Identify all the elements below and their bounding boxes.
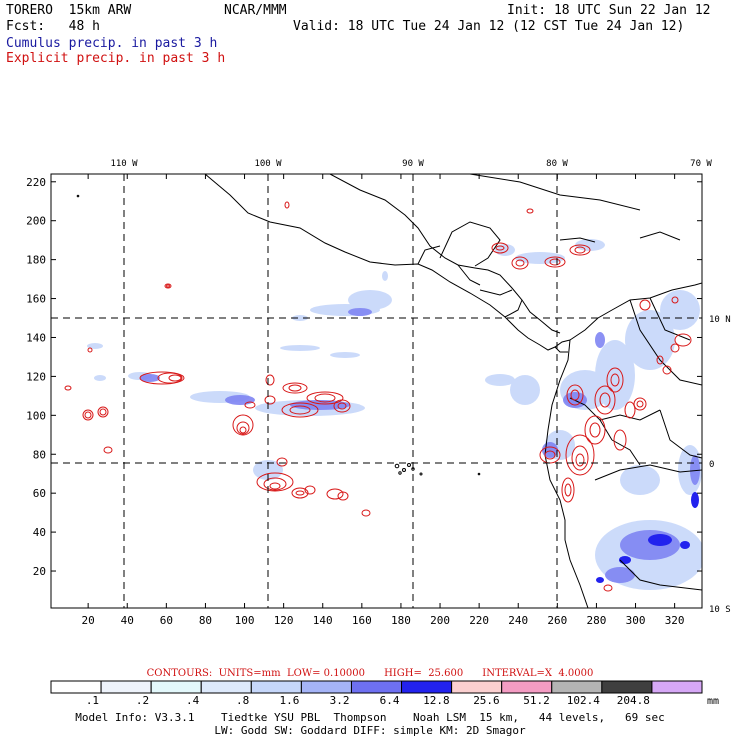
colorbar-swatch [200, 680, 252, 694]
model-info: Model Info: V3.3.1 Tiedtke YSU PBL Thomp… [75, 711, 665, 724]
physics-info: LW: Godd SW: Goddard DIFF: simple KM: 2D… [214, 724, 526, 737]
colorbar-swatch [50, 680, 102, 694]
lon-label: 70 W [690, 159, 712, 169]
colorbar-label: 25.6 [473, 694, 500, 707]
init-time: Init: 18 UTC Sun 22 Jan 12 [507, 3, 711, 18]
x-tick-label: 160 [352, 614, 372, 627]
colorbar-swatch [551, 680, 603, 694]
lon-label: 110 W [110, 159, 138, 169]
field-cumulus-label: Cumulus precip. in past 3 h [6, 36, 218, 51]
x-tick-label: 300 [626, 614, 646, 627]
x-tick-label: 20 [82, 614, 95, 627]
lat-label: 0 [709, 460, 714, 470]
colorbar-swatch [501, 680, 553, 694]
x-tick-label: 240 [508, 614, 528, 627]
x-tick-label: 180 [391, 614, 411, 627]
colorbar-label: .4 [186, 694, 200, 707]
colorbar-label: 6.4 [380, 694, 400, 707]
grid-axes: 20 40 60 80 100 120 140 160 180 200 220 240 260 280 30… [26, 174, 702, 627]
x-tick-label: 60 [160, 614, 173, 627]
contours-info: CONTOURS: UNITS=mm LOW= 0.10000 HIGH= 25… [146, 668, 594, 679]
x-tick-label: 100 [235, 614, 255, 627]
lat-label: 10 N [709, 315, 731, 325]
forecast-hour: Fcst: 48 h [6, 19, 100, 34]
colorbar-label: 1.6 [280, 694, 300, 707]
y-tick-label: 140 [26, 331, 46, 344]
x-tick-label: 280 [586, 614, 606, 627]
x-tick-label: 220 [469, 614, 489, 627]
colorbar-label: 102.4 [567, 694, 600, 707]
x-tick-label: 80 [199, 614, 212, 627]
lat-label: 10 S [709, 605, 731, 615]
x-tick-label: 320 [665, 614, 685, 627]
x-tick-label: 40 [121, 614, 134, 627]
x-tick-label: 200 [430, 614, 450, 627]
graticule [51, 174, 702, 608]
y-tick-label: 220 [26, 176, 46, 189]
colorbar-swatch [451, 680, 503, 694]
colorbar-label: 12.8 [423, 694, 450, 707]
x-tick-label: 260 [547, 614, 567, 627]
y-tick-label: 100 [26, 409, 46, 422]
y-tick-label: 60 [33, 487, 46, 500]
x-tick-label: 140 [313, 614, 333, 627]
y-tick-label: 40 [33, 526, 46, 539]
y-tick-label: 80 [33, 448, 46, 461]
colorbar-swatch [651, 680, 703, 694]
colorbar-label: .1 [86, 694, 99, 707]
lon-label: 80 W [546, 159, 568, 169]
colorbar-unit: mm [707, 696, 719, 707]
colorbar-swatch [350, 680, 403, 694]
y-tick-label: 120 [26, 370, 46, 383]
colorbar-swatch [150, 680, 202, 694]
colorbar-label: 204.8 [617, 694, 650, 707]
center-label: NCAR/MMM [224, 3, 287, 18]
lon-labels: 110 W 100 W 90 W 80 W 70 W [110, 159, 712, 169]
colorbar-label: 51.2 [523, 694, 550, 707]
lon-label: 90 W [402, 159, 424, 169]
y-tick-label: 180 [26, 254, 46, 267]
colorbar-swatch [250, 680, 302, 694]
field-explicit-label: Explicit precip. in past 3 h [6, 51, 226, 66]
colorbar-swatch [300, 680, 352, 694]
y-tick-label: 200 [26, 215, 46, 228]
map-frame [50, 173, 703, 609]
colorbar-swatch [401, 680, 453, 694]
precip-shading [87, 239, 702, 590]
x-tick-label: 120 [274, 614, 294, 627]
model-title: TORERO 15km ARW [6, 3, 132, 18]
colorbar-label: .2 [136, 694, 149, 707]
y-tick-label: 20 [33, 565, 46, 578]
colorbar-swatch [100, 680, 152, 694]
colorbar-swatch [601, 680, 653, 694]
colorbar: .1 .2 .4 .8 1.6 3.2 6.4 12.8 25.6 51.2 102.4 204.8 m… [50, 680, 719, 707]
colorbar-label: .8 [236, 694, 249, 707]
colorbar-label: 3.2 [330, 694, 350, 707]
lat-labels: 10 N 0 10 S [709, 315, 731, 615]
y-tick-label: 160 [26, 293, 46, 306]
explicit-contours [64, 201, 692, 592]
lon-label: 100 W [254, 159, 282, 169]
valid-time: Valid: 18 UTC Tue 24 Jan 12 (12 CST Tue … [293, 19, 685, 34]
